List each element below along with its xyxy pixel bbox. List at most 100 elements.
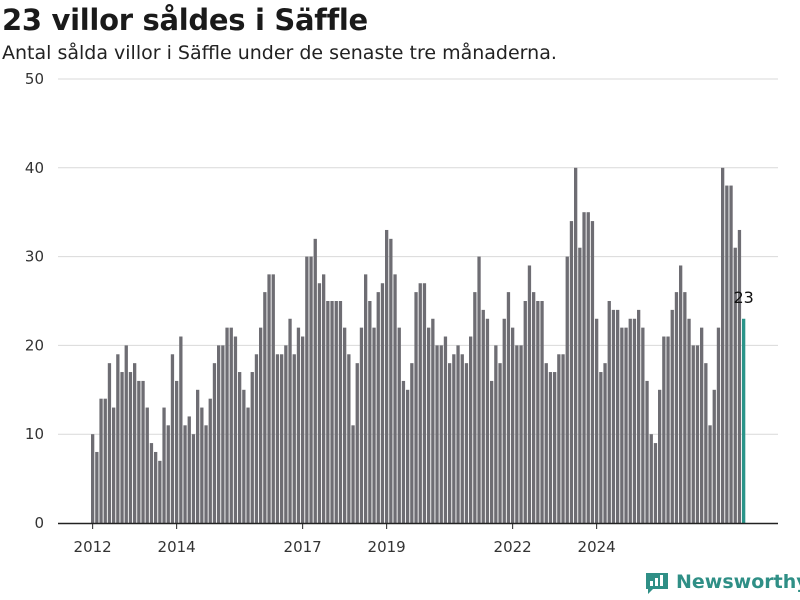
bar	[603, 363, 607, 523]
bar	[422, 283, 427, 523]
bar	[469, 336, 473, 523]
bar	[250, 372, 254, 523]
bar	[733, 247, 737, 523]
bar	[494, 345, 498, 523]
bar	[704, 363, 708, 523]
y-tick-label: 20	[25, 336, 44, 354]
bar	[578, 247, 582, 523]
bar	[364, 274, 368, 523]
bar	[267, 274, 271, 523]
bar	[280, 354, 284, 523]
bar	[284, 345, 288, 523]
bar	[288, 318, 292, 523]
bar	[208, 398, 212, 523]
bar	[187, 416, 191, 523]
bar	[154, 451, 158, 523]
bar	[91, 434, 95, 523]
bar	[347, 354, 351, 523]
x-tick-label: 2022	[494, 538, 532, 556]
bar	[141, 380, 145, 523]
bar	[246, 407, 250, 523]
bar	[637, 309, 641, 523]
bar	[687, 318, 691, 523]
bar	[595, 318, 599, 523]
bar	[565, 256, 569, 523]
bar	[443, 336, 448, 523]
bar	[553, 372, 557, 523]
bar	[313, 238, 317, 523]
bar	[317, 283, 322, 523]
bar	[145, 407, 149, 523]
bar	[725, 185, 729, 523]
x-tick-label: 2012	[74, 538, 112, 556]
chart-subtitle: Antal sålda villor i Säffle under de sen…	[2, 42, 557, 64]
bar	[334, 301, 338, 523]
bar	[196, 389, 200, 523]
bar	[611, 309, 616, 523]
bar	[456, 345, 460, 523]
last-value-label: 23	[733, 288, 753, 307]
bar	[481, 309, 485, 523]
y-tick-label: 30	[25, 248, 44, 266]
bar	[292, 354, 296, 523]
x-tick-label: 2024	[578, 538, 616, 556]
bar	[506, 292, 511, 523]
bar	[385, 229, 389, 523]
bar	[242, 389, 246, 523]
bar	[427, 327, 431, 523]
bar	[301, 336, 305, 523]
bar	[149, 443, 154, 523]
bar	[557, 354, 561, 523]
bar	[133, 363, 137, 523]
bar	[695, 345, 700, 523]
bar	[170, 354, 175, 523]
bar	[616, 309, 620, 523]
bar	[95, 451, 99, 523]
bar	[628, 318, 632, 523]
bar	[225, 327, 229, 523]
bar	[322, 274, 326, 523]
bar	[653, 443, 658, 523]
bar	[166, 425, 170, 523]
bar	[674, 292, 679, 523]
bar	[599, 372, 603, 523]
bar	[120, 372, 124, 523]
bar	[498, 363, 502, 523]
bar	[590, 221, 595, 523]
y-tick-label: 10	[25, 425, 44, 443]
bar	[586, 212, 590, 523]
x-tick-label: 2019	[368, 538, 406, 556]
bar	[183, 425, 187, 523]
bar	[536, 301, 540, 523]
bar	[477, 256, 481, 523]
bar	[401, 380, 406, 523]
bar	[112, 407, 116, 523]
bar	[540, 301, 544, 523]
bar	[435, 345, 439, 523]
bar	[729, 185, 733, 523]
bar	[414, 292, 418, 523]
bar	[683, 292, 687, 523]
bar	[355, 363, 359, 523]
bar	[721, 167, 725, 524]
bar	[532, 292, 536, 523]
bar	[200, 407, 204, 523]
bar	[737, 229, 742, 523]
bar	[439, 345, 443, 523]
bar	[275, 354, 280, 523]
bar	[574, 167, 578, 524]
bar	[204, 425, 208, 523]
bar	[368, 301, 372, 523]
bar	[473, 292, 477, 523]
bar	[359, 327, 364, 523]
bar	[217, 345, 221, 523]
bar	[712, 389, 716, 523]
x-tick-label: 2014	[158, 538, 196, 556]
newsworthy-logo-icon	[646, 573, 668, 594]
bar	[238, 372, 242, 523]
bar	[464, 363, 469, 523]
bar	[448, 363, 452, 523]
bar	[99, 398, 103, 523]
bar	[511, 327, 515, 523]
